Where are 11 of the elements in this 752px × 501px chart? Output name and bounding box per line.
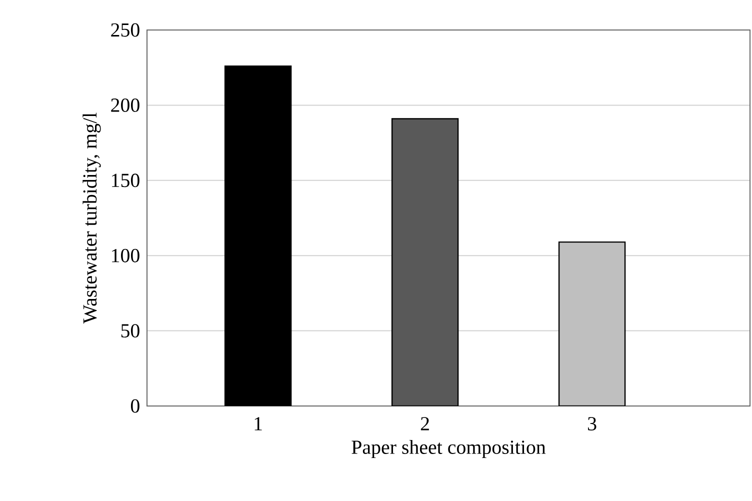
x-tick-label: 3 xyxy=(588,417,596,430)
x-tick-label: 1 xyxy=(254,417,262,430)
y-tick-label: 200 xyxy=(111,98,140,112)
y-tick-label: 0 xyxy=(130,399,140,413)
x-axis-title: Paper sheet composition xyxy=(352,440,546,458)
x-tick-label: 2 xyxy=(420,417,429,430)
y-tick-label: 250 xyxy=(111,23,140,37)
y-axis-title: Wastewater turbidity, mg/l xyxy=(82,112,101,324)
y-tick-label: 150 xyxy=(112,174,140,188)
y-tick-label: 100 xyxy=(112,248,140,262)
y-tick-label: 50 xyxy=(121,324,140,338)
